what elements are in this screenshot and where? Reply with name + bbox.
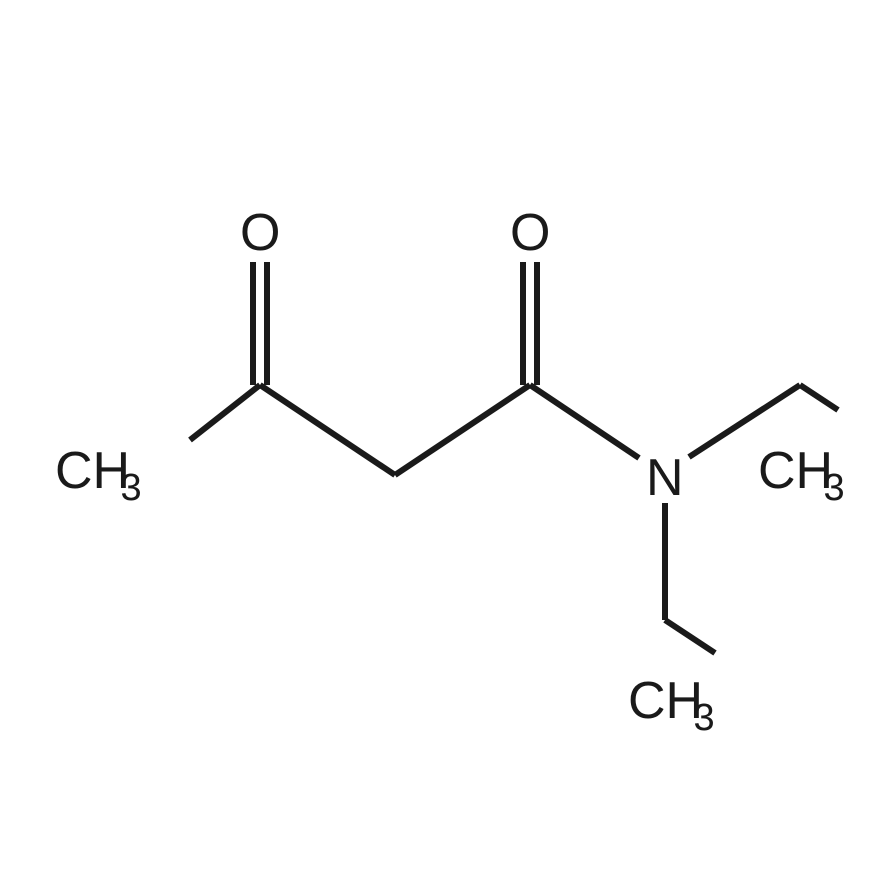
atom-ch3-left: CH [55,442,130,500]
atom-o-ketone: O [240,204,280,262]
molecule-diagram: CH3OONCH3CH3 [0,0,890,890]
atom-ch3-top: CH [758,442,833,500]
atom-ch3-top-sub: 3 [824,467,845,509]
atom-ch3-left-sub: 3 [121,467,142,509]
atom-n: N [646,449,684,507]
atom-o-amide: O [510,204,550,262]
atom-ch3-bottom: CH [628,672,703,730]
atom-ch3-bottom-sub: 3 [694,697,715,739]
